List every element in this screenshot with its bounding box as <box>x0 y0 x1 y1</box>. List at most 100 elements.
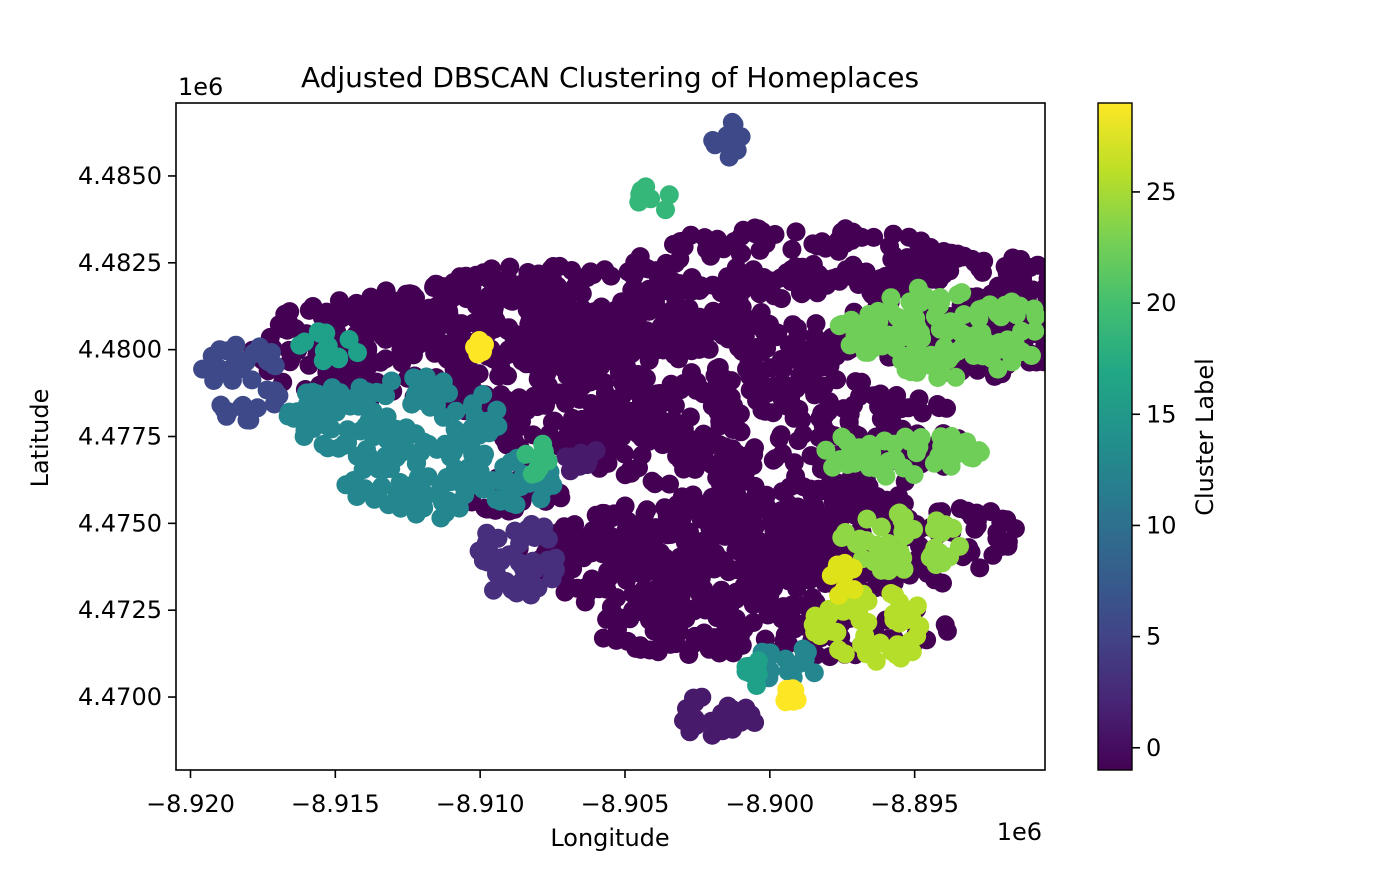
scatter-point <box>1071 284 1090 303</box>
scatter-point <box>857 509 877 529</box>
scatter-point <box>782 239 802 259</box>
scatter-points <box>193 112 1099 745</box>
scatter-point <box>888 504 908 524</box>
scatter-point <box>491 551 511 571</box>
scatter-point <box>968 360 988 380</box>
scatter-point <box>553 289 573 309</box>
scatter-point <box>1072 300 1091 319</box>
scatter-point <box>534 440 553 460</box>
scatter-point <box>728 520 748 540</box>
scatter-point <box>701 246 721 266</box>
scatter-point <box>1067 287 1086 306</box>
colorbar-tick-label: 0 <box>1146 734 1161 762</box>
scatter-point <box>807 283 827 303</box>
scatter-point <box>702 396 722 416</box>
scatter-point <box>470 469 490 489</box>
scatter-point <box>634 579 654 599</box>
scatter-point <box>832 493 852 513</box>
scatter-point <box>1013 269 1033 289</box>
scatter-point <box>788 431 808 451</box>
scatter-point <box>935 615 955 635</box>
scatter-point <box>597 579 617 599</box>
scatter-point <box>242 370 262 390</box>
scatter-point <box>433 407 453 427</box>
scatter-point <box>952 443 972 463</box>
scatter-point <box>881 584 901 603</box>
scatter-point <box>307 407 327 427</box>
cluster-26-points <box>803 584 930 671</box>
scatter-point <box>908 251 928 271</box>
scatter-point <box>904 434 924 454</box>
colorbar-tick-label: 10 <box>1146 511 1177 539</box>
scatter-point <box>248 398 267 418</box>
scatter-point <box>827 555 847 575</box>
scatter-point <box>658 274 678 294</box>
scatter-point <box>860 434 880 454</box>
y-offset-label: 1e6 <box>178 73 223 101</box>
scatter-point <box>773 597 793 617</box>
scatter-point <box>701 511 721 531</box>
scatter-point <box>1077 309 1096 328</box>
scatter-point <box>217 406 236 426</box>
scatter-point <box>987 529 1007 549</box>
scatter-point <box>1080 301 1099 320</box>
scatter-point <box>807 377 827 397</box>
scatter-point <box>540 384 559 404</box>
scatter-point <box>621 459 640 479</box>
scatter-point <box>850 490 870 510</box>
scatter-point <box>659 185 679 205</box>
scatter-point <box>405 330 425 350</box>
scatter-point <box>561 447 581 467</box>
scatter-point <box>286 319 306 339</box>
scatter-point <box>278 406 298 426</box>
scatter-point <box>486 490 506 509</box>
scatter-point <box>1056 315 1075 334</box>
scatter-point <box>731 422 751 442</box>
scatter-point <box>598 326 618 346</box>
y-axis-label: Latitude <box>26 389 54 488</box>
scatter-point <box>371 352 390 372</box>
scatter-point <box>193 359 213 379</box>
scatter-point <box>514 399 534 418</box>
scatter-point <box>570 389 590 409</box>
scatter-point <box>864 456 884 476</box>
scatter-point <box>437 468 457 487</box>
scatter-point <box>850 386 869 406</box>
scatter-point <box>1045 347 1064 366</box>
scatter-point <box>790 283 810 303</box>
x-axis: −8.920 −8.915 −8.910 −8.905 −8.900 −8.895 <box>146 770 959 818</box>
scatter-point <box>970 558 990 578</box>
scatter-point <box>808 519 828 539</box>
scatter-point <box>940 547 960 567</box>
scatter-point <box>808 236 827 256</box>
scatter-point <box>736 698 756 718</box>
scatter-point <box>601 266 621 286</box>
scatter-point <box>895 526 915 546</box>
scatter-point <box>763 403 783 423</box>
scatter-point <box>511 572 531 592</box>
scatter-point <box>564 346 584 366</box>
scatter-point <box>732 297 752 317</box>
scatter-point <box>685 709 705 729</box>
scatter-point <box>745 713 765 732</box>
scatter-point <box>469 541 489 561</box>
scatter-point <box>844 580 864 600</box>
scatter-point <box>815 406 835 426</box>
scatter-point <box>995 257 1015 276</box>
scatter-point <box>344 388 364 408</box>
scatter-point <box>847 596 867 616</box>
scatter-point <box>567 527 587 547</box>
scatter-point <box>792 410 812 430</box>
scatter-point <box>915 287 935 307</box>
scatter-point <box>411 442 431 462</box>
cluster-2-points <box>469 515 566 605</box>
scatter-point <box>583 265 603 285</box>
scatter-point <box>996 340 1016 360</box>
scatter-point <box>875 431 894 451</box>
scatter-point <box>740 366 760 386</box>
scatter-point <box>299 300 319 320</box>
scatter-point <box>835 644 855 664</box>
cluster-22-points <box>816 278 1045 486</box>
scatter-point <box>645 399 665 419</box>
scatter-point <box>837 455 857 474</box>
